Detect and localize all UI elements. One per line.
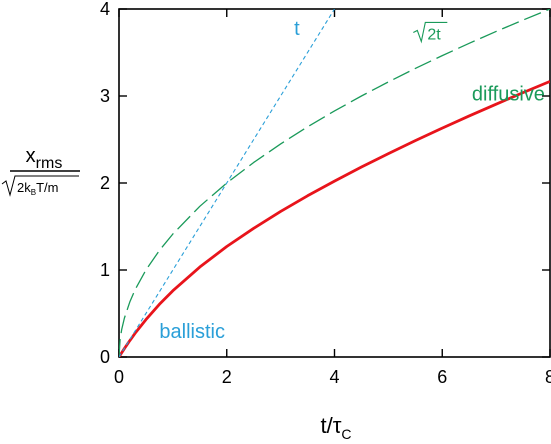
annotation-sqrt-sign	[413, 21, 448, 44]
y-axis-label: xrms 2kBT/m	[1, 145, 80, 197]
annotation-label: diffusive	[472, 83, 545, 105]
x-axis-label-main: t/τ	[320, 413, 341, 438]
y-axis-label-denominator-sub: B	[31, 188, 36, 197]
annotations: t 2t diffusive ballistic	[159, 18, 544, 343]
y-axis-label-numerator: xrms	[26, 145, 63, 172]
y-axis-label-sqrt-sign	[1, 175, 79, 197]
series-line-solid	[119, 80, 550, 357]
y-axis-label-denominator: 2kBT/m	[17, 180, 58, 197]
y-axis-ticks: 0 1 2 3 4	[100, 0, 550, 367]
y-axis-label-denominator-prefix: 2k	[17, 180, 31, 195]
y-axis-label-numerator-sub: rms	[36, 155, 63, 172]
x-axis-label-sub: C	[341, 426, 351, 442]
y-tick-label: 0	[100, 347, 110, 367]
x-tick-label: 0	[114, 367, 124, 387]
annotation-label: ballistic	[159, 321, 225, 343]
annotation-label: 2t	[427, 26, 441, 43]
plot-frame	[118, 8, 551, 358]
y-tick-label: 3	[100, 86, 110, 106]
annotation-label: t	[294, 18, 300, 40]
y-axis-label-denominator-suffix: T/m	[36, 180, 58, 195]
y-tick-label: 1	[100, 260, 110, 280]
series-layer	[119, 9, 550, 357]
y-axis-label-numerator-main: x	[26, 145, 36, 167]
x-tick-label: 6	[437, 367, 447, 387]
x-axis-ticks: 0 2 4 6 8	[114, 9, 551, 387]
series-line-long-dash	[119, 9, 550, 357]
x-axis-label: t/τC	[320, 413, 351, 442]
x-tick-label: 2	[222, 367, 232, 387]
y-tick-label: 4	[100, 0, 110, 19]
series-line-short-dash	[119, 9, 335, 357]
x-tick-label: 8	[545, 367, 551, 387]
x-tick-label: 4	[329, 367, 339, 387]
y-tick-label: 2	[100, 173, 110, 193]
